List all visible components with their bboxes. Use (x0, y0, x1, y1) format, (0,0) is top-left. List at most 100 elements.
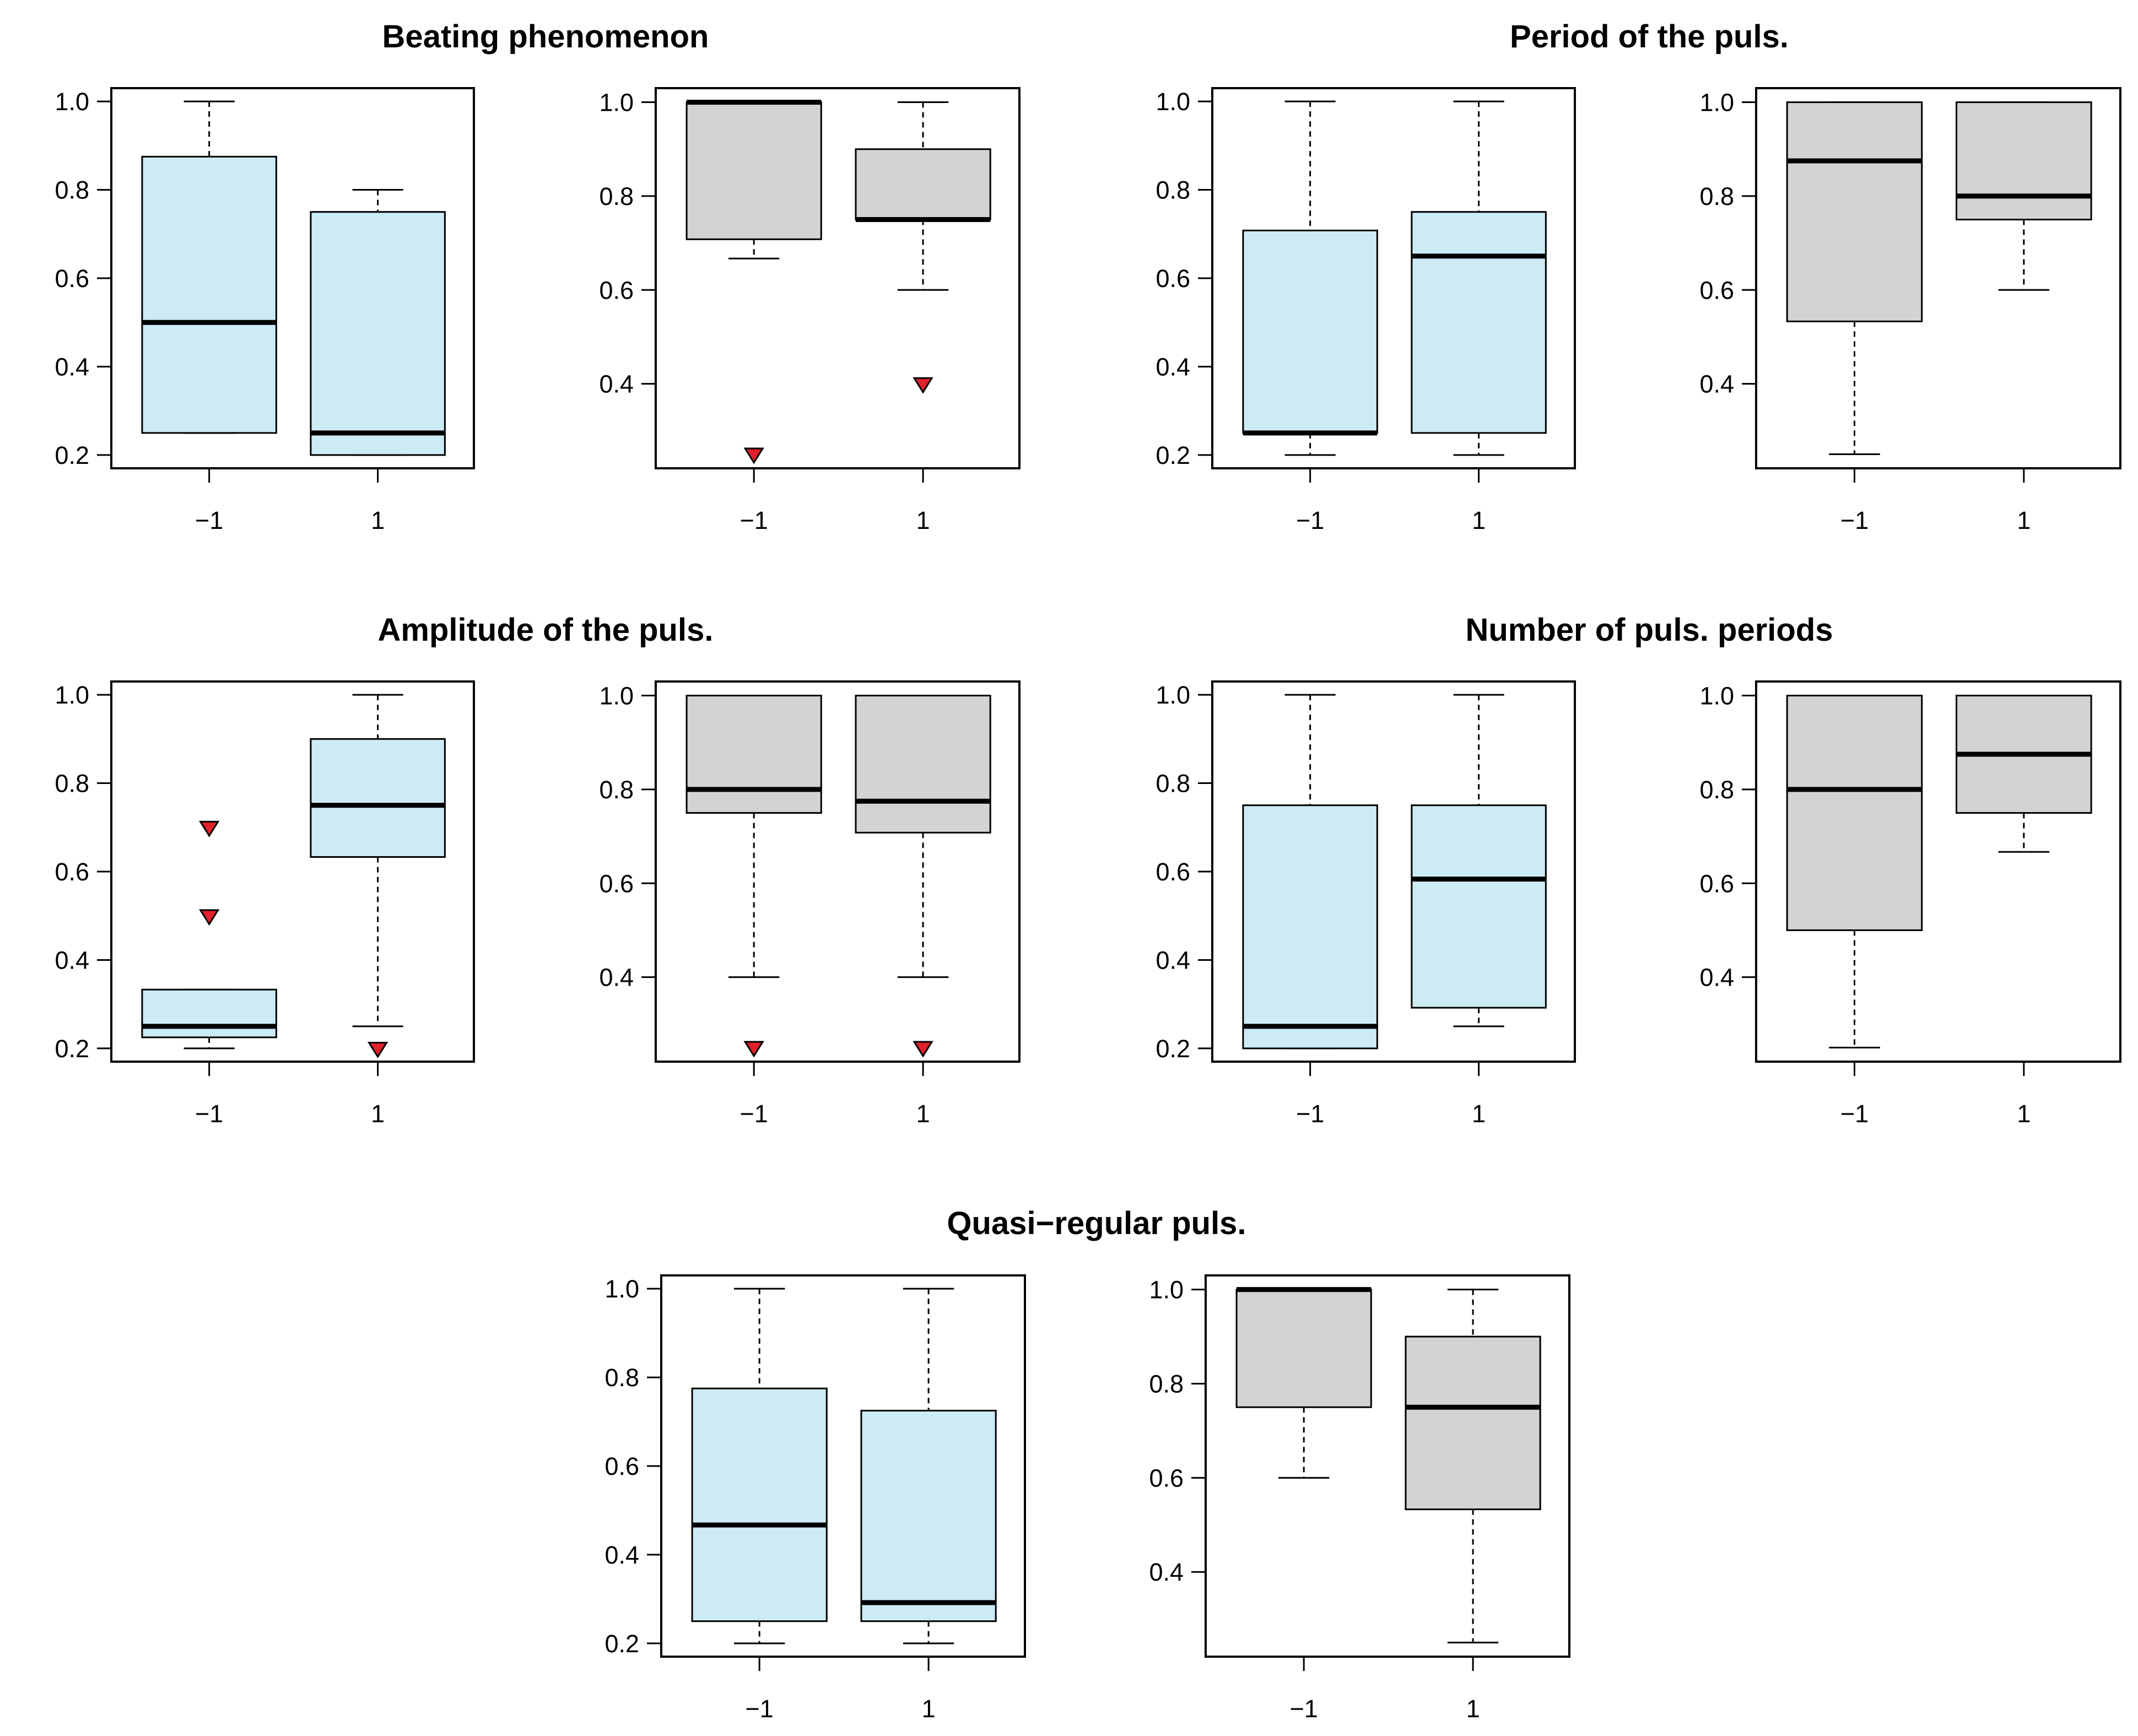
iqr-box (855, 695, 991, 834)
panel-number-of-puls-periods-right: 0.4 0.6 0.8 1.0 −1 1 (1699, 680, 2121, 1128)
iqr-box (1411, 211, 1547, 434)
outlier-marker (743, 1041, 764, 1058)
y-tick-label: 0.8 (1699, 182, 1734, 210)
panel-number-of-puls-periods-left: 0.2 0.4 0.6 0.8 1.0 −1 1 (1156, 680, 1576, 1128)
panel-quasi-regular-puls-right: 0.4 0.6 0.8 1.0 −1 1 (1149, 1274, 1570, 1723)
iqr-box (685, 695, 822, 814)
iqr-box (860, 1409, 997, 1623)
panel-quasi-regular-puls-left: 0.2 0.4 0.6 0.8 1.0 −1 1 (604, 1274, 1026, 1723)
iqr-box (310, 211, 446, 456)
iqr-box (685, 101, 822, 240)
y-tick-label: 1.0 (604, 1275, 639, 1303)
iqr-box (1411, 804, 1547, 1009)
iqr-box (1956, 101, 2092, 221)
x-tick-label: 1 (371, 1100, 385, 1128)
iqr-box (1242, 229, 1378, 434)
panel-beating-phenomenon-left: 0.2 0.4 0.6 0.8 1.0 −1 1 (55, 87, 475, 534)
plot-frame (1755, 680, 2121, 1063)
plot-frame (655, 87, 1021, 469)
iqr-box (310, 738, 446, 858)
group-title-quasi-regular-puls: Quasi−regular puls. (947, 1205, 1246, 1241)
y-tick-label: 0.4 (1156, 946, 1190, 974)
y-tick-label: 0.6 (604, 1452, 639, 1480)
x-tick-label: 1 (1472, 506, 1486, 534)
y-tick-label: 0.4 (1149, 1558, 1184, 1586)
y-tick-label: 0.4 (1699, 370, 1734, 398)
x-tick-label: 1 (2017, 1100, 2031, 1128)
x-tick-label: −1 (1840, 1100, 1869, 1128)
group-title-period-of-puls: Period of the puls. (1510, 19, 1789, 55)
y-tick-label: 0.4 (599, 370, 634, 398)
y-tick-label: 1.0 (599, 89, 634, 117)
x-tick-label: −1 (1290, 1695, 1318, 1723)
y-tick-label: 0.6 (55, 264, 89, 293)
y-tick-label: 0.4 (55, 353, 89, 381)
y-tick-label: 1.0 (55, 681, 89, 709)
x-tick-label: −1 (195, 506, 223, 534)
iqr-box (1405, 1335, 1541, 1511)
y-tick-label: 0.6 (599, 869, 634, 897)
y-tick-label: 0.8 (55, 176, 89, 204)
x-tick-label: −1 (1296, 506, 1324, 534)
x-tick-label: −1 (740, 1100, 768, 1128)
iqr-box (855, 148, 991, 221)
y-tick-label: 0.4 (55, 946, 89, 974)
iqr-box (1786, 695, 1923, 931)
y-tick-label: 1.0 (1149, 1276, 1184, 1304)
x-tick-label: −1 (1296, 1100, 1324, 1128)
y-tick-label: 0.8 (599, 776, 634, 804)
x-tick-label: −1 (1840, 506, 1869, 534)
x-tick-label: 1 (1466, 1695, 1480, 1723)
y-tick-label: 1.0 (1156, 681, 1190, 709)
y-tick-label: 1.0 (1699, 89, 1734, 117)
y-tick-label: 0.8 (1156, 770, 1190, 798)
panel-beating-phenomenon-right: 0.4 0.6 0.8 1.0 −1 1 (599, 87, 1021, 534)
y-tick-label: 0.4 (599, 964, 634, 992)
y-tick-label: 0.4 (1699, 964, 1734, 992)
x-tick-label: 1 (2017, 506, 2031, 534)
panel-amplitude-of-puls-left: 0.2 0.4 0.6 0.8 1.0 −1 1 (55, 680, 475, 1128)
plot-frame (655, 680, 1021, 1063)
x-tick-label: 1 (922, 1695, 936, 1723)
outlier-marker (913, 1041, 933, 1058)
y-tick-label: 1.0 (1699, 682, 1734, 710)
x-tick-label: 1 (371, 506, 385, 534)
x-tick-label: −1 (740, 506, 768, 534)
y-tick-label: 0.2 (1156, 1035, 1190, 1063)
y-tick-label: 0.6 (55, 858, 89, 886)
group-title-number-of-puls-periods: Number of puls. periods (1465, 612, 1833, 648)
y-tick-label: 0.4 (1156, 353, 1190, 381)
x-tick-label: −1 (746, 1695, 774, 1723)
y-tick-label: 0.6 (1149, 1464, 1184, 1492)
y-tick-label: 0.8 (1699, 776, 1734, 804)
outlier-marker (367, 1042, 388, 1058)
iqr-box (1786, 101, 1923, 322)
y-tick-label: 0.2 (604, 1630, 639, 1658)
x-tick-label: 1 (916, 506, 930, 534)
y-tick-label: 0.8 (1156, 176, 1190, 204)
y-tick-label: 0.8 (55, 770, 89, 798)
x-tick-label: 1 (916, 1100, 930, 1128)
x-tick-label: −1 (195, 1100, 223, 1128)
iqr-box (691, 1387, 828, 1623)
outlier-marker (198, 909, 220, 926)
outlier-marker (913, 377, 933, 394)
y-tick-label: 0.8 (604, 1364, 639, 1392)
y-tick-label: 0.8 (599, 182, 634, 210)
panel-period-of-puls-left: 0.2 0.4 0.6 0.8 1.0 −1 1 (1156, 87, 1576, 534)
panel-period-of-puls-right: 0.4 0.6 0.8 1.0 −1 1 (1699, 87, 2121, 534)
iqr-box (1235, 1289, 1372, 1408)
group-title-beating-phenomenon: Beating phenomenon (382, 19, 709, 55)
y-tick-label: 0.2 (55, 1035, 89, 1063)
y-tick-label: 1.0 (1156, 88, 1190, 116)
y-tick-label: 0.8 (1149, 1370, 1184, 1398)
y-tick-label: 1.0 (55, 88, 89, 116)
y-tick-label: 0.6 (1156, 858, 1190, 886)
panel-amplitude-of-puls-right: 0.4 0.6 0.8 1.0 −1 1 (599, 680, 1021, 1128)
group-title-amplitude-of-puls: Amplitude of the puls. (378, 612, 714, 648)
plot-frame (1755, 87, 2121, 469)
y-tick-label: 0.6 (1699, 276, 1734, 304)
y-tick-label: 0.6 (1156, 264, 1190, 293)
outlier-marker (198, 820, 220, 837)
